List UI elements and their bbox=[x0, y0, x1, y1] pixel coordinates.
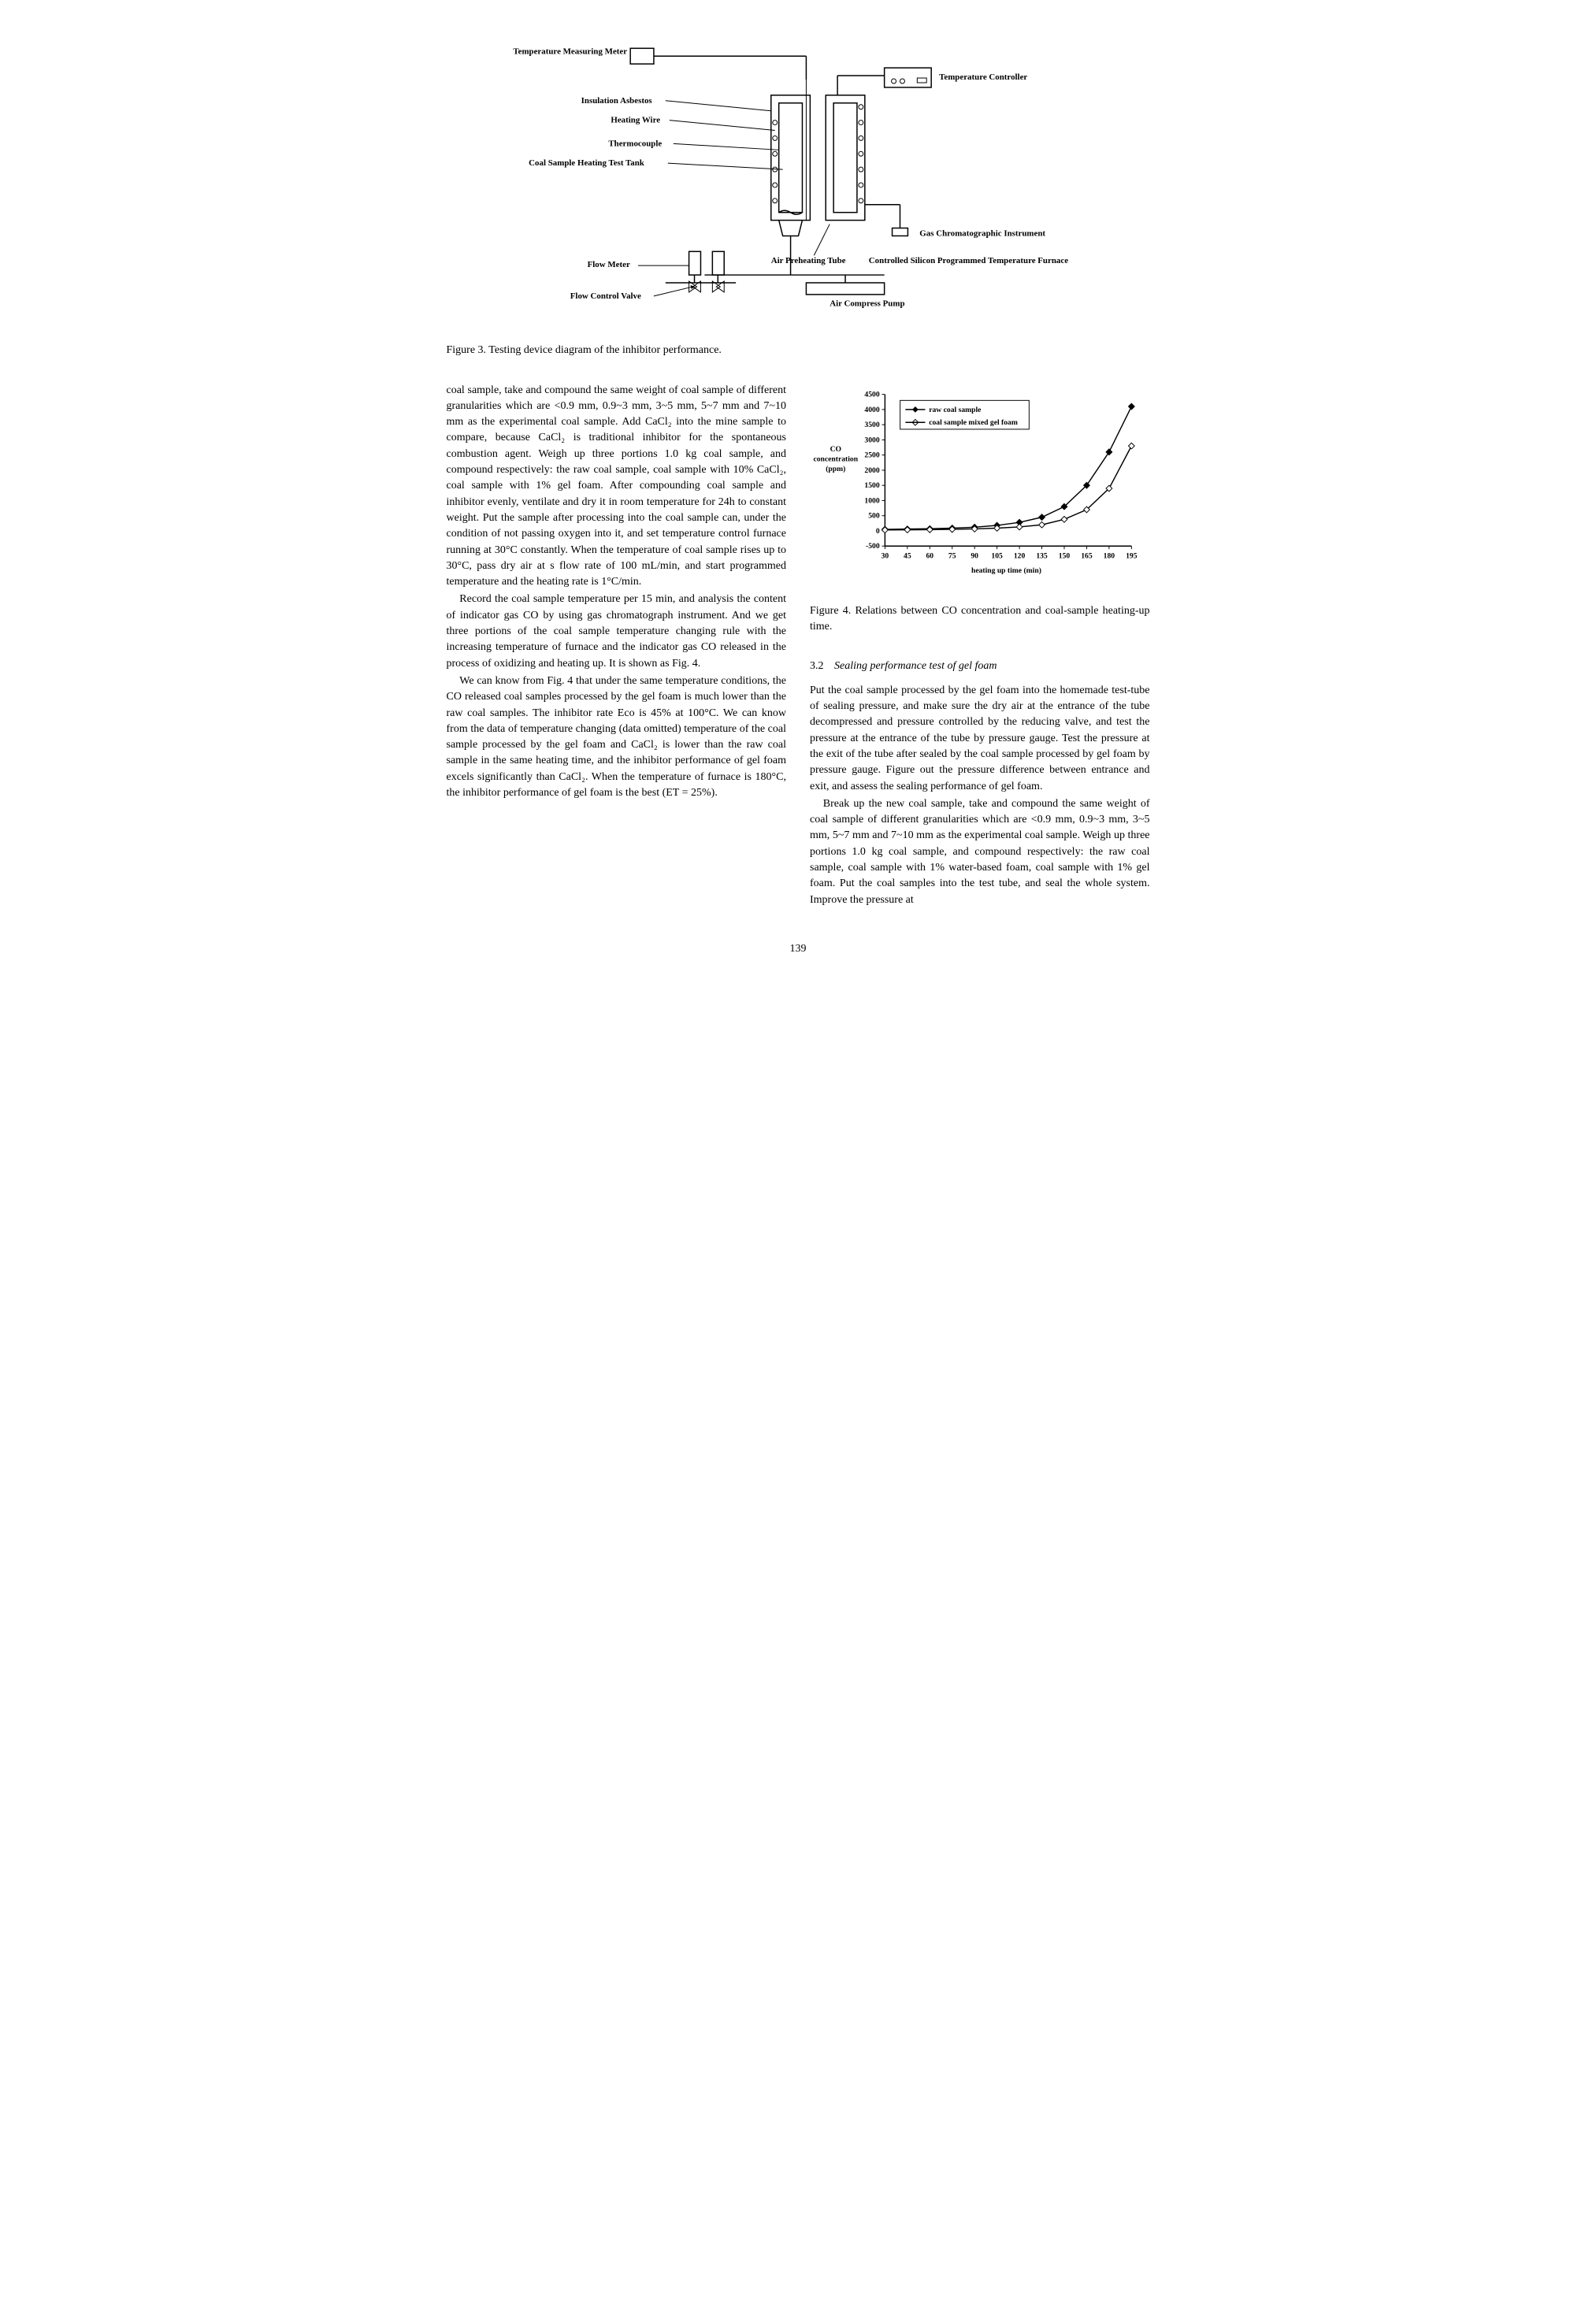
chart-series2 bbox=[882, 443, 1135, 532]
label-heating-wire: Heating Wire bbox=[611, 116, 660, 125]
svg-text:120: 120 bbox=[1014, 551, 1026, 560]
label-insulation: Insulation Asbestos bbox=[581, 96, 651, 106]
left-para3: We can know from Fig. 4 that under the s… bbox=[447, 673, 787, 801]
svg-text:45: 45 bbox=[904, 551, 911, 560]
svg-text:195: 195 bbox=[1126, 551, 1138, 560]
svg-text:60: 60 bbox=[926, 551, 933, 560]
chart-x-ticks: 30 45 60 75 90 105 120 135 150 165 180 195 bbox=[882, 546, 1138, 560]
svg-text:135: 135 bbox=[1036, 551, 1048, 560]
label-air-preheat: Air Preheating Tube bbox=[770, 256, 845, 265]
chart-xlabel: heating up time (min) bbox=[971, 566, 1041, 575]
chart-ylabel3: (ppm) bbox=[826, 464, 845, 473]
figure3-container: Temperature Measuring Meter Temperature … bbox=[447, 32, 1150, 359]
label-thermocouple: Thermocouple bbox=[608, 139, 662, 148]
section-heading-32: 3.2 Sealing performance test of gel foam bbox=[810, 659, 1150, 674]
label-temp-measuring: Temperature Measuring Meter bbox=[513, 46, 627, 56]
page-number: 139 bbox=[447, 941, 1150, 957]
left-para2: Record the coal sample temperature per 1… bbox=[447, 592, 787, 671]
chart-legend1: raw coal sample bbox=[929, 405, 982, 414]
svg-text:165: 165 bbox=[1081, 551, 1093, 560]
svg-text:180: 180 bbox=[1104, 551, 1115, 560]
svg-text:30: 30 bbox=[882, 551, 889, 560]
svg-text:150: 150 bbox=[1059, 551, 1071, 560]
chart-legend2: coal sample mixed gel foam bbox=[929, 418, 1018, 427]
label-flow-valve: Flow Control Valve bbox=[570, 291, 640, 301]
svg-text:2000: 2000 bbox=[864, 466, 879, 474]
svg-text:90: 90 bbox=[971, 551, 978, 560]
label-controlled-furnace: Controlled Silicon Programmed Temperatur… bbox=[868, 256, 1067, 265]
svg-text:75: 75 bbox=[948, 551, 956, 560]
chart-y-ticks: -500 0 500 1000 1500 2000 2500 3000 3500 4000 4500 bbox=[864, 390, 885, 551]
label-flow-meter: Flow Meter bbox=[587, 260, 629, 269]
label-coal-tank: Coal Sample Heating Test Tank bbox=[529, 158, 645, 168]
svg-text:1500: 1500 bbox=[864, 481, 879, 490]
two-column-layout: coal sample, take and compound the same … bbox=[447, 383, 1150, 910]
svg-text:3000: 3000 bbox=[864, 436, 879, 444]
svg-text:500: 500 bbox=[868, 511, 880, 520]
right-para2: Break up the new coal sample, take and c… bbox=[810, 796, 1150, 908]
label-air-compress: Air Compress Pump bbox=[830, 299, 904, 309]
svg-text:4000: 4000 bbox=[864, 405, 879, 414]
figure3-diagram: Temperature Measuring Meter Temperature … bbox=[447, 32, 1150, 331]
chart-ylabel1: CO bbox=[830, 444, 841, 453]
svg-text:0: 0 bbox=[876, 526, 880, 535]
right-para1: Put the coal sample processed by the gel… bbox=[810, 683, 1150, 795]
svg-text:1000: 1000 bbox=[864, 496, 879, 505]
chart-ylabel2: concentration bbox=[813, 454, 858, 463]
svg-text:-500: -500 bbox=[866, 542, 880, 551]
svg-text:2500: 2500 bbox=[864, 451, 879, 459]
svg-text:4500: 4500 bbox=[864, 390, 879, 399]
right-column: CO concentration (ppm) -500 0 500 1000 1500 2… bbox=[810, 383, 1150, 910]
label-gas-instrument: Gas Chromatographic Instrument bbox=[919, 228, 1045, 238]
left-column: coal sample, take and compound the same … bbox=[447, 383, 787, 910]
section-number: 3.2 bbox=[810, 660, 824, 672]
figure4-caption: Figure 4. Relations between CO concentra… bbox=[810, 603, 1150, 636]
figure3-caption: Figure 3. Testing device diagram of the … bbox=[447, 343, 1150, 358]
figure4-chart: CO concentration (ppm) -500 0 500 1000 1500 2… bbox=[810, 387, 1150, 592]
svg-text:105: 105 bbox=[991, 551, 1003, 560]
label-temp-controller: Temperature Controller bbox=[939, 72, 1027, 82]
section-title: Sealing performance test of gel foam bbox=[834, 660, 997, 672]
left-para1: coal sample, take and compound the same … bbox=[447, 383, 787, 591]
svg-text:3500: 3500 bbox=[864, 421, 879, 429]
